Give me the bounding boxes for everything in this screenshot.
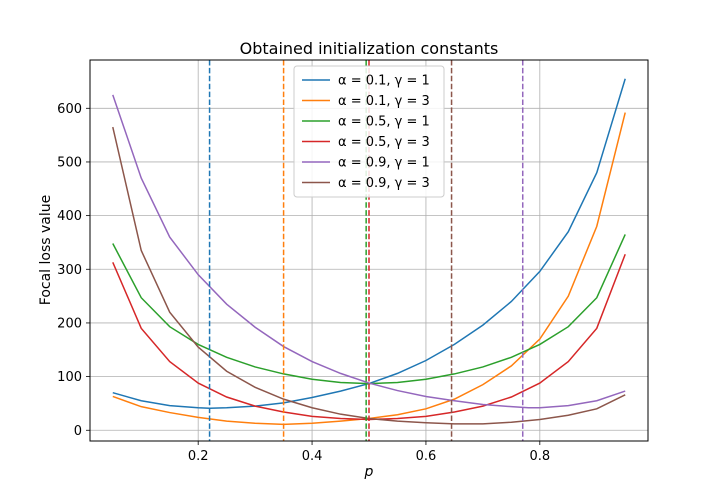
- axis-ticks: 0.2 0.4 0.6 0.8 0 100 200 300 400 500 600: [57, 102, 550, 464]
- legend: α = 0.1, γ = 1 α = 0.1, γ = 3 α = 0.5, γ =…: [293, 65, 445, 198]
- y-tick-label: 100: [57, 370, 82, 385]
- x-tick-label: 0.4: [302, 449, 323, 464]
- x-tick-label: 0.8: [529, 449, 550, 464]
- x-tick-label: 0.2: [188, 449, 209, 464]
- plot-frame: [89, 59, 649, 442]
- series-line-5: [112, 94, 626, 409]
- y-axis-label: Focal loss value: [38, 195, 54, 305]
- legend-label: α = 0.1, γ = 1: [338, 74, 430, 89]
- y-tick-label: 400: [57, 209, 82, 224]
- legend-label: α = 0.9, γ = 1: [338, 156, 430, 171]
- series-line-1: [112, 78, 626, 410]
- x-tick-label: 0.6: [416, 449, 437, 464]
- y-tick-label: 500: [57, 155, 82, 170]
- y-tick-label: 600: [57, 102, 82, 117]
- legend-label: α = 0.5, γ = 1: [338, 115, 430, 130]
- y-tick-label: 0: [74, 424, 82, 439]
- x-axis-label: p: [364, 464, 374, 480]
- legend-label: α = 0.1, γ = 3: [338, 94, 430, 109]
- legend-label: α = 0.9, γ = 3: [338, 176, 430, 191]
- y-tick-label: 200: [57, 316, 82, 331]
- chart-title: Obtained initialization constants: [240, 39, 499, 58]
- legend-label: α = 0.5, γ = 3: [338, 135, 430, 150]
- legend-box: [293, 65, 445, 198]
- y-tick-label: 300: [57, 263, 82, 278]
